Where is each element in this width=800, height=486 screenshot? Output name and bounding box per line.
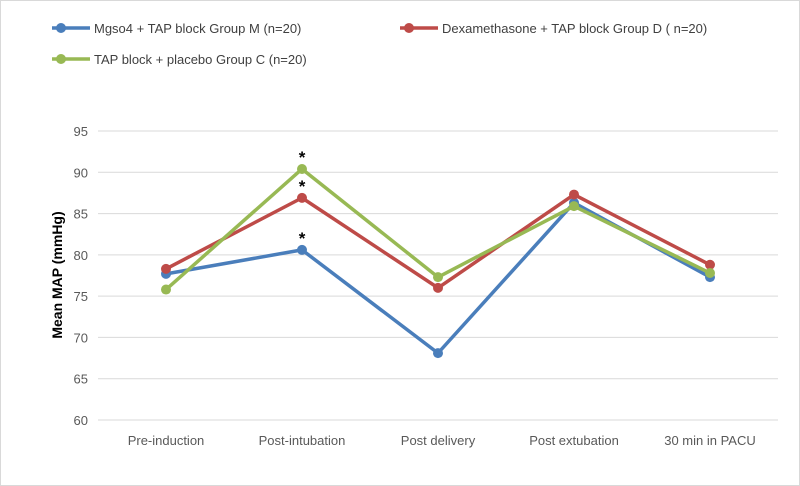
data-point: [297, 244, 307, 255]
legend-item: TAP block + placebo Group C (n=20): [52, 52, 307, 67]
legend-item: Dexamethasone + TAP block Group D ( n=20…: [400, 21, 707, 36]
gridlines: [98, 130, 778, 421]
data-point: [705, 259, 715, 270]
data-point: [433, 348, 443, 359]
legend: Mgso4 + TAP block Group M (n=20) Dexameth…: [52, 21, 707, 67]
data-point: [433, 272, 443, 283]
y-tick-label: 75: [74, 289, 88, 304]
significance-marker: *: [299, 229, 306, 248]
legend-label: TAP block + placebo Group C (n=20): [94, 52, 307, 67]
data-point: [161, 284, 171, 295]
data-point: [705, 268, 715, 279]
data-point: [297, 192, 307, 203]
x-tick-label: Pre-induction: [128, 433, 205, 448]
data-point: [297, 163, 307, 174]
legend-swatch-marker: [56, 54, 66, 64]
x-tick-label: Post-intubation: [259, 433, 346, 448]
series-2: [161, 189, 715, 293]
data-point: [161, 263, 171, 274]
annotations: * * *: [299, 148, 306, 248]
y-axis-label: Mean MAP (mmHg): [49, 211, 65, 338]
series-line: [164, 167, 711, 291]
x-tick-label: 30 min in PACU: [664, 433, 756, 448]
data-point: [569, 189, 579, 200]
legend-item: Mgso4 + TAP block Group M (n=20): [52, 21, 301, 36]
y-tick-label: 65: [74, 372, 88, 387]
legend-swatch-marker: [404, 23, 414, 33]
significance-marker: *: [299, 177, 306, 196]
series-3: [161, 163, 715, 295]
x-tick-label: Post delivery: [401, 433, 476, 448]
y-tick-label: 95: [74, 124, 88, 139]
x-tick-label: Post extubation: [529, 433, 619, 448]
data-point: [569, 201, 579, 212]
legend-label: Mgso4 + TAP block Group M (n=20): [94, 21, 301, 36]
y-tick-label: 85: [74, 207, 88, 222]
x-axis-ticks: Pre-induction Post-intubation Post deliver…: [128, 433, 756, 448]
significance-marker: *: [299, 148, 306, 167]
y-tick-label: 60: [74, 413, 88, 428]
y-tick-label: 90: [74, 165, 88, 180]
y-axis-ticks: 60 65 70 75 80 85 90 95: [74, 124, 88, 428]
legend-swatch-marker: [56, 23, 66, 33]
legend-label: Dexamethasone + TAP block Group D ( n=20…: [442, 21, 707, 36]
y-tick-label: 80: [74, 248, 88, 263]
y-tick-label: 70: [74, 330, 88, 345]
series-group: [161, 163, 715, 359]
data-point: [433, 282, 443, 293]
